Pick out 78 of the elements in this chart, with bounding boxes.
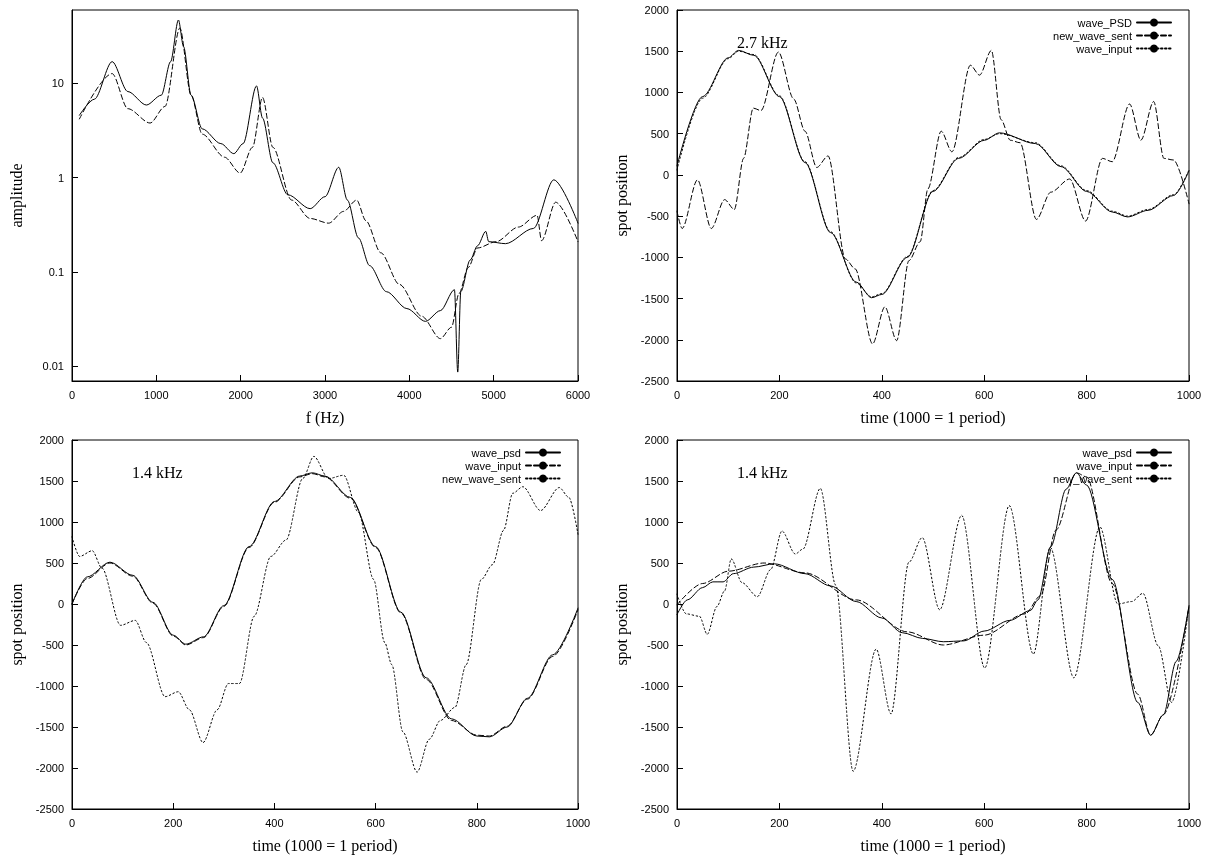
y-tick-label: 1000 [644, 86, 669, 99]
y-axis-title: spot position [612, 583, 631, 666]
y-tick-label: -1000 [640, 251, 669, 264]
y-tick-label: 1000 [644, 516, 669, 528]
x-tick-label: 200 [164, 816, 183, 829]
y-tick-label: 0.1 [48, 266, 64, 279]
y-axis-title: amplitude [7, 163, 26, 228]
x-tick-label: 1000 [1176, 388, 1202, 401]
x-tick-label: 800 [1077, 816, 1096, 829]
legend-label: wave_PSD [1076, 16, 1133, 29]
y-tick-label: -2000 [640, 333, 669, 346]
y-axis-title: spot position [7, 583, 26, 666]
legend-label: wave_psd [1081, 446, 1132, 459]
legend-label: wave_input [1075, 459, 1132, 472]
x-tick-label: 0 [68, 388, 76, 401]
legend-label: wave_input [1075, 42, 1132, 55]
y-tick-label: 1500 [644, 475, 669, 487]
x-tick-label: 5000 [481, 388, 506, 401]
y-tick-label: 500 [650, 557, 669, 569]
x-tick-label: 1000 [1176, 816, 1202, 829]
annotation: 2.7 kHz [737, 33, 788, 51]
x-tick-label: 200 [770, 388, 789, 401]
y-tick-label: -1500 [640, 292, 669, 305]
x-tick-label: 0 [673, 816, 681, 829]
y-axis-title: spot position [612, 154, 631, 237]
x-tick-label: 200 [770, 816, 789, 829]
x-tick-label: 600 [975, 388, 994, 401]
y-tick-label: 500 [45, 557, 64, 569]
y-tick-label: 500 [650, 127, 669, 140]
x-tick-label: 800 [467, 816, 486, 829]
x-tick-label: 600 [366, 816, 385, 829]
y-tick-label: -500 [646, 210, 669, 223]
annotation: 1.4 kHz [737, 463, 788, 481]
legend-label: wave_psd [470, 446, 521, 459]
x-tick-label: 400 [872, 388, 891, 401]
x-axis-title: time (1000 = 1 period) [860, 408, 1006, 427]
y-tick-label: 0.01 [42, 360, 64, 373]
y-tick-label: 2000 [644, 4, 669, 16]
y-tick-label: -2500 [35, 803, 64, 815]
x-axis-title: time (1000 = 1 period) [860, 836, 1006, 855]
x-tick-label: 6000 [565, 388, 591, 401]
y-tick-label: -1000 [35, 680, 64, 692]
x-tick-label: 1000 [565, 816, 591, 829]
y-tick-label: -1500 [35, 721, 64, 733]
y-tick-label: -500 [41, 639, 64, 651]
y-tick-label: 1500 [39, 475, 64, 487]
x-tick-label: 2000 [228, 388, 253, 401]
x-tick-label: 600 [975, 816, 994, 829]
x-axis-title: f (Hz) [305, 408, 345, 427]
x-tick-label: 3000 [312, 388, 338, 401]
legend-label: wave_input [464, 459, 521, 472]
x-tick-label: 0 [68, 816, 76, 829]
y-tick-label: 2000 [39, 434, 64, 446]
y-tick-label: 1000 [39, 516, 64, 528]
x-tick-label: 400 [265, 816, 284, 829]
legend-label: new_wave_sent [1053, 29, 1132, 42]
x-tick-label: 0 [673, 388, 681, 401]
y-tick-label: -2000 [640, 762, 669, 774]
x-tick-label: 400 [872, 816, 891, 829]
y-tick-label: -500 [646, 639, 669, 651]
y-tick-label: 0 [57, 598, 64, 610]
annotation: 1.4 kHz [132, 463, 183, 481]
y-tick-label: -2500 [640, 375, 669, 387]
y-tick-label: 1 [57, 171, 64, 184]
y-tick-label: -1500 [640, 721, 669, 733]
y-tick-label: 1500 [644, 45, 669, 58]
legend-label: new_wave_sent [442, 472, 521, 485]
y-tick-label: -1000 [640, 680, 669, 692]
y-tick-label: 0 [662, 598, 669, 610]
y-tick-label: 0 [662, 168, 669, 181]
y-tick-label: -2500 [640, 803, 669, 815]
x-axis-title: time (1000 = 1 period) [252, 836, 398, 855]
y-tick-label: 10 [51, 77, 64, 90]
y-tick-label: 2000 [644, 434, 669, 446]
x-tick-label: 4000 [397, 388, 422, 401]
x-tick-label: 1000 [144, 388, 169, 401]
y-tick-label: -2000 [35, 762, 64, 774]
x-tick-label: 800 [1077, 388, 1096, 401]
